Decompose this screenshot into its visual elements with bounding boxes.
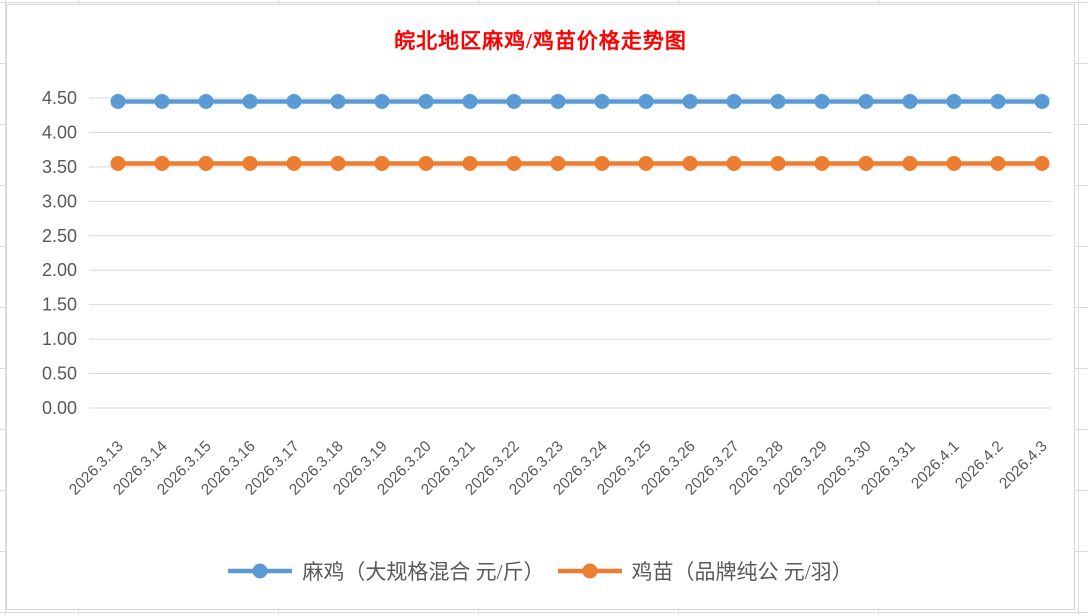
data-point — [286, 93, 302, 109]
data-point — [462, 93, 478, 109]
data-point — [462, 155, 478, 171]
legend-item: 鸡苗（品牌纯公 元/羽） — [557, 556, 853, 586]
data-point — [638, 155, 654, 171]
data-point — [286, 155, 302, 171]
legend-label: 鸡苗（品牌纯公 元/羽） — [631, 560, 853, 584]
y-tick-label: 2.50 — [42, 226, 77, 246]
data-point — [154, 93, 170, 109]
data-point — [374, 93, 390, 109]
data-point — [550, 155, 566, 171]
data-point — [1034, 93, 1050, 109]
data-point — [770, 93, 786, 109]
chart-title: 皖北地区麻鸡/鸡苗价格走势图 — [394, 29, 687, 53]
data-point — [638, 93, 654, 109]
data-point — [594, 93, 610, 109]
data-point — [902, 155, 918, 171]
data-point — [682, 93, 698, 109]
data-point — [1034, 155, 1050, 171]
y-tick-label: 3.00 — [42, 191, 77, 211]
y-tick-label: 4.50 — [42, 88, 77, 108]
data-point — [418, 93, 434, 109]
legend: 麻鸡（大规格混合 元/斤） 鸡苗（品牌纯公 元/羽） — [7, 551, 1074, 591]
data-point — [330, 155, 346, 171]
legend-marker-icon — [228, 563, 293, 579]
data-point — [154, 155, 170, 171]
data-point — [110, 93, 126, 109]
data-point — [506, 93, 522, 109]
legend-item: 麻鸡（大规格混合 元/斤） — [228, 556, 545, 586]
data-point — [902, 93, 918, 109]
data-point — [110, 155, 126, 171]
spreadsheet-column-gridline — [5, 0, 6, 615]
data-point — [990, 93, 1006, 109]
data-point — [770, 155, 786, 171]
y-tick-label: 0.00 — [42, 398, 77, 418]
chart-area[interactable]: 0.00 0.50 1.00 1.50 2.00 2.50 3.00 3.50 4.00 4.50… — [6, 4, 1075, 610]
x-tick-label: 2026.4.3 — [996, 438, 1051, 493]
data-point — [990, 155, 1006, 171]
data-point — [726, 155, 742, 171]
data-point — [506, 155, 522, 171]
data-point — [946, 155, 962, 171]
y-tick-label: 4.00 — [42, 122, 77, 142]
data-point — [330, 93, 346, 109]
legend-label: 麻鸡（大规格混合 元/斤） — [302, 560, 545, 584]
y-tick-label: 3.50 — [42, 157, 77, 177]
data-point — [814, 155, 830, 171]
data-point — [814, 93, 830, 109]
data-point — [374, 155, 390, 171]
y-tick-label: 1.50 — [42, 295, 77, 315]
data-point — [242, 155, 258, 171]
data-point — [242, 93, 258, 109]
data-point — [858, 93, 874, 109]
data-point — [198, 155, 214, 171]
data-point — [594, 155, 610, 171]
data-point — [198, 93, 214, 109]
data-point — [418, 155, 434, 171]
y-tick-label: 2.00 — [42, 260, 77, 280]
y-tick-label: 0.50 — [42, 364, 77, 384]
data-point — [726, 93, 742, 109]
legend-marker-icon — [557, 563, 622, 579]
data-point — [682, 155, 698, 171]
data-point — [858, 155, 874, 171]
data-point — [550, 93, 566, 109]
y-tick-label: 1.00 — [42, 329, 77, 349]
data-point — [946, 93, 962, 109]
